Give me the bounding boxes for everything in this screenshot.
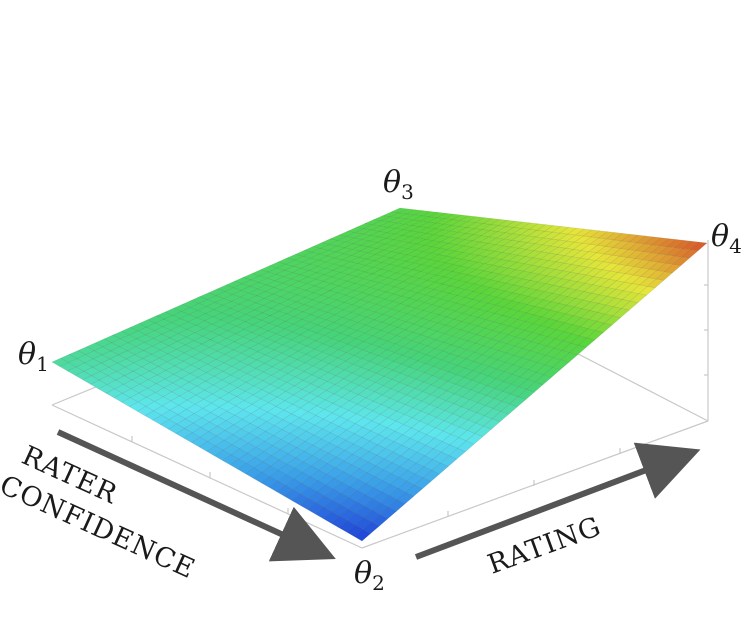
theta2-label: θ2 bbox=[354, 556, 385, 595]
rating-arrow bbox=[414, 442, 701, 560]
surface-cell bbox=[689, 241, 708, 251]
base-edge-front-right bbox=[361, 420, 709, 549]
theta4-label: θ4 bbox=[711, 219, 742, 258]
theta1-label: θ1 bbox=[18, 337, 49, 376]
response-surface bbox=[51, 207, 708, 542]
rater-confidence-label: RATER CONFIDENCE bbox=[0, 440, 200, 585]
rater-confidence-arrow bbox=[56, 429, 336, 562]
theta3-label: θ3 bbox=[383, 165, 414, 204]
